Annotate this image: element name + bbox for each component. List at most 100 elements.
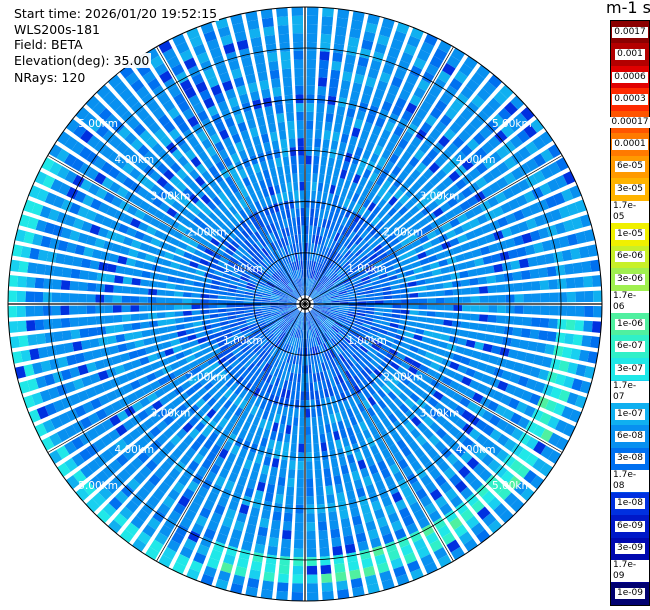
ppi-gate xyxy=(342,261,351,269)
ppi-gate xyxy=(355,65,367,76)
ppi-gate xyxy=(428,85,442,98)
ppi-gate xyxy=(51,305,61,316)
ppi-gate xyxy=(337,8,350,19)
ppi-gate xyxy=(444,289,454,296)
ppi-gate xyxy=(429,55,444,69)
ppi-gate xyxy=(437,40,452,54)
ppi-gate xyxy=(87,183,100,196)
ppi-gate xyxy=(206,200,217,211)
ppi-gate xyxy=(244,251,253,260)
ppi-gate xyxy=(327,238,333,248)
colorbar-tick-label: 3e-06 xyxy=(615,273,645,285)
ppi-gate xyxy=(341,275,351,282)
ppi-gate xyxy=(465,79,480,93)
ppi-gate xyxy=(522,281,532,291)
ppi-gate xyxy=(317,416,324,426)
ppi-gate xyxy=(41,436,55,451)
ppi-gate xyxy=(437,554,452,568)
ppi-gate xyxy=(306,146,313,156)
ppi-gate xyxy=(484,265,495,274)
ppi-gate xyxy=(419,100,433,113)
ppi-gate xyxy=(35,375,47,389)
ppi-gate xyxy=(495,274,505,283)
ppi-gate xyxy=(358,360,367,369)
ppi-gate xyxy=(516,129,530,144)
ppi-gate xyxy=(375,175,385,187)
ppi-gate xyxy=(263,392,270,402)
ppi-gate xyxy=(310,399,316,409)
ppi-gate xyxy=(268,323,277,330)
ppi-gate xyxy=(287,305,297,308)
ppi-gate xyxy=(367,236,376,246)
ppi-gate xyxy=(572,334,583,346)
ppi-gate xyxy=(318,314,327,321)
ppi-gate xyxy=(563,219,575,233)
ppi-gate xyxy=(219,213,229,224)
ppi-gate xyxy=(362,209,372,219)
ppi-gate xyxy=(291,381,297,391)
ppi-gate xyxy=(246,146,256,157)
ppi-gate xyxy=(366,583,380,595)
ppi-gate xyxy=(398,89,411,101)
ppi-gate xyxy=(463,348,474,357)
ppi-gate xyxy=(266,320,275,326)
ppi-gate xyxy=(86,167,99,181)
ppi-gate xyxy=(291,328,296,337)
ppi-gate xyxy=(346,265,355,273)
ppi-gate xyxy=(391,431,402,443)
ppi-gate xyxy=(305,199,310,208)
ppi-gate xyxy=(281,292,290,297)
ppi-gate xyxy=(232,347,242,355)
ppi-gate xyxy=(385,380,396,390)
ppi-gate xyxy=(239,93,250,105)
ppi-gate xyxy=(487,97,502,112)
ppi-gate xyxy=(546,331,557,342)
ppi-gate xyxy=(399,403,410,414)
ppi-gate xyxy=(357,138,367,149)
ppi-gate xyxy=(205,125,217,137)
ppi-gate xyxy=(382,395,392,406)
ppi-gate xyxy=(339,299,349,302)
ppi-gate xyxy=(256,116,266,127)
ppi-gate xyxy=(414,386,425,397)
ppi-gate xyxy=(318,521,328,531)
ppi-gate xyxy=(349,462,358,473)
ppi-gate xyxy=(575,231,587,244)
ppi-gate xyxy=(114,364,126,375)
ppi-gate xyxy=(234,160,244,172)
ppi-gate xyxy=(287,263,293,272)
ppi-gate xyxy=(444,350,455,360)
ppi-gate xyxy=(223,553,236,566)
ppi-gate xyxy=(424,461,436,473)
ppi-gate xyxy=(162,99,176,113)
ppi-gate xyxy=(104,284,114,293)
ppi-gate xyxy=(264,492,274,503)
ppi-gate xyxy=(306,522,316,532)
ppi-gate xyxy=(435,297,445,304)
ppi-gate xyxy=(348,367,356,377)
ppi-gate xyxy=(315,112,324,122)
ppi-gate xyxy=(460,321,470,329)
ppi-gate xyxy=(199,222,210,232)
ppi-gate xyxy=(121,484,135,498)
ppi-gate xyxy=(532,424,546,438)
ppi-gate xyxy=(440,149,453,161)
ppi-gate xyxy=(150,439,162,452)
ppi-gate xyxy=(329,148,337,159)
ppi-gate xyxy=(315,477,323,488)
ppi-gate xyxy=(493,230,504,241)
ppi-gate xyxy=(346,240,354,250)
ppi-gate xyxy=(244,487,254,498)
ppi-gate xyxy=(316,504,326,514)
ppi-gate xyxy=(271,326,279,333)
ppi-gate xyxy=(200,309,210,315)
ppi-gate xyxy=(469,379,480,390)
ppi-gate xyxy=(46,345,57,357)
ppi-gate xyxy=(367,268,377,276)
ppi-gate xyxy=(279,342,285,351)
ppi-gate xyxy=(313,297,322,301)
ppi-gate xyxy=(301,321,304,330)
ppi-gate xyxy=(332,263,340,272)
ppi-gate xyxy=(444,297,454,303)
ppi-gate xyxy=(281,59,291,70)
